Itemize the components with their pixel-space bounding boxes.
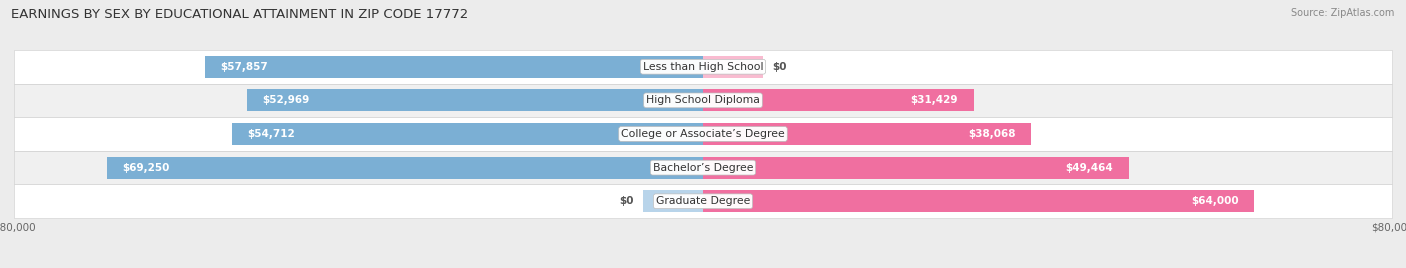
Bar [703, 90, 974, 111]
Bar [14, 84, 1392, 117]
Bar [247, 90, 703, 111]
Bar [14, 50, 1392, 84]
Bar [703, 190, 1254, 212]
Text: Bachelor’s Degree: Bachelor’s Degree [652, 163, 754, 173]
Bar [232, 123, 703, 145]
Text: $64,000: $64,000 [1191, 196, 1239, 206]
Text: Source: ZipAtlas.com: Source: ZipAtlas.com [1291, 8, 1395, 18]
Text: $0: $0 [772, 62, 786, 72]
Bar [703, 157, 1129, 178]
Text: Graduate Degree: Graduate Degree [655, 196, 751, 206]
Text: High School Diploma: High School Diploma [647, 95, 759, 105]
Bar [205, 56, 703, 78]
Bar [14, 117, 1392, 151]
Bar [14, 184, 1392, 218]
Text: EARNINGS BY SEX BY EDUCATIONAL ATTAINMENT IN ZIP CODE 17772: EARNINGS BY SEX BY EDUCATIONAL ATTAINMEN… [11, 8, 468, 21]
Text: College or Associate’s Degree: College or Associate’s Degree [621, 129, 785, 139]
Text: $52,969: $52,969 [263, 95, 309, 105]
Bar [703, 56, 763, 78]
Text: $0: $0 [620, 196, 634, 206]
Text: $57,857: $57,857 [221, 62, 269, 72]
Text: $31,429: $31,429 [911, 95, 957, 105]
Text: Less than High School: Less than High School [643, 62, 763, 72]
Bar [703, 123, 1031, 145]
Bar [107, 157, 703, 178]
Text: $49,464: $49,464 [1066, 163, 1114, 173]
Text: $69,250: $69,250 [122, 163, 170, 173]
Text: $38,068: $38,068 [967, 129, 1015, 139]
Bar [643, 190, 703, 212]
Bar [14, 151, 1392, 184]
Text: $54,712: $54,712 [247, 129, 295, 139]
